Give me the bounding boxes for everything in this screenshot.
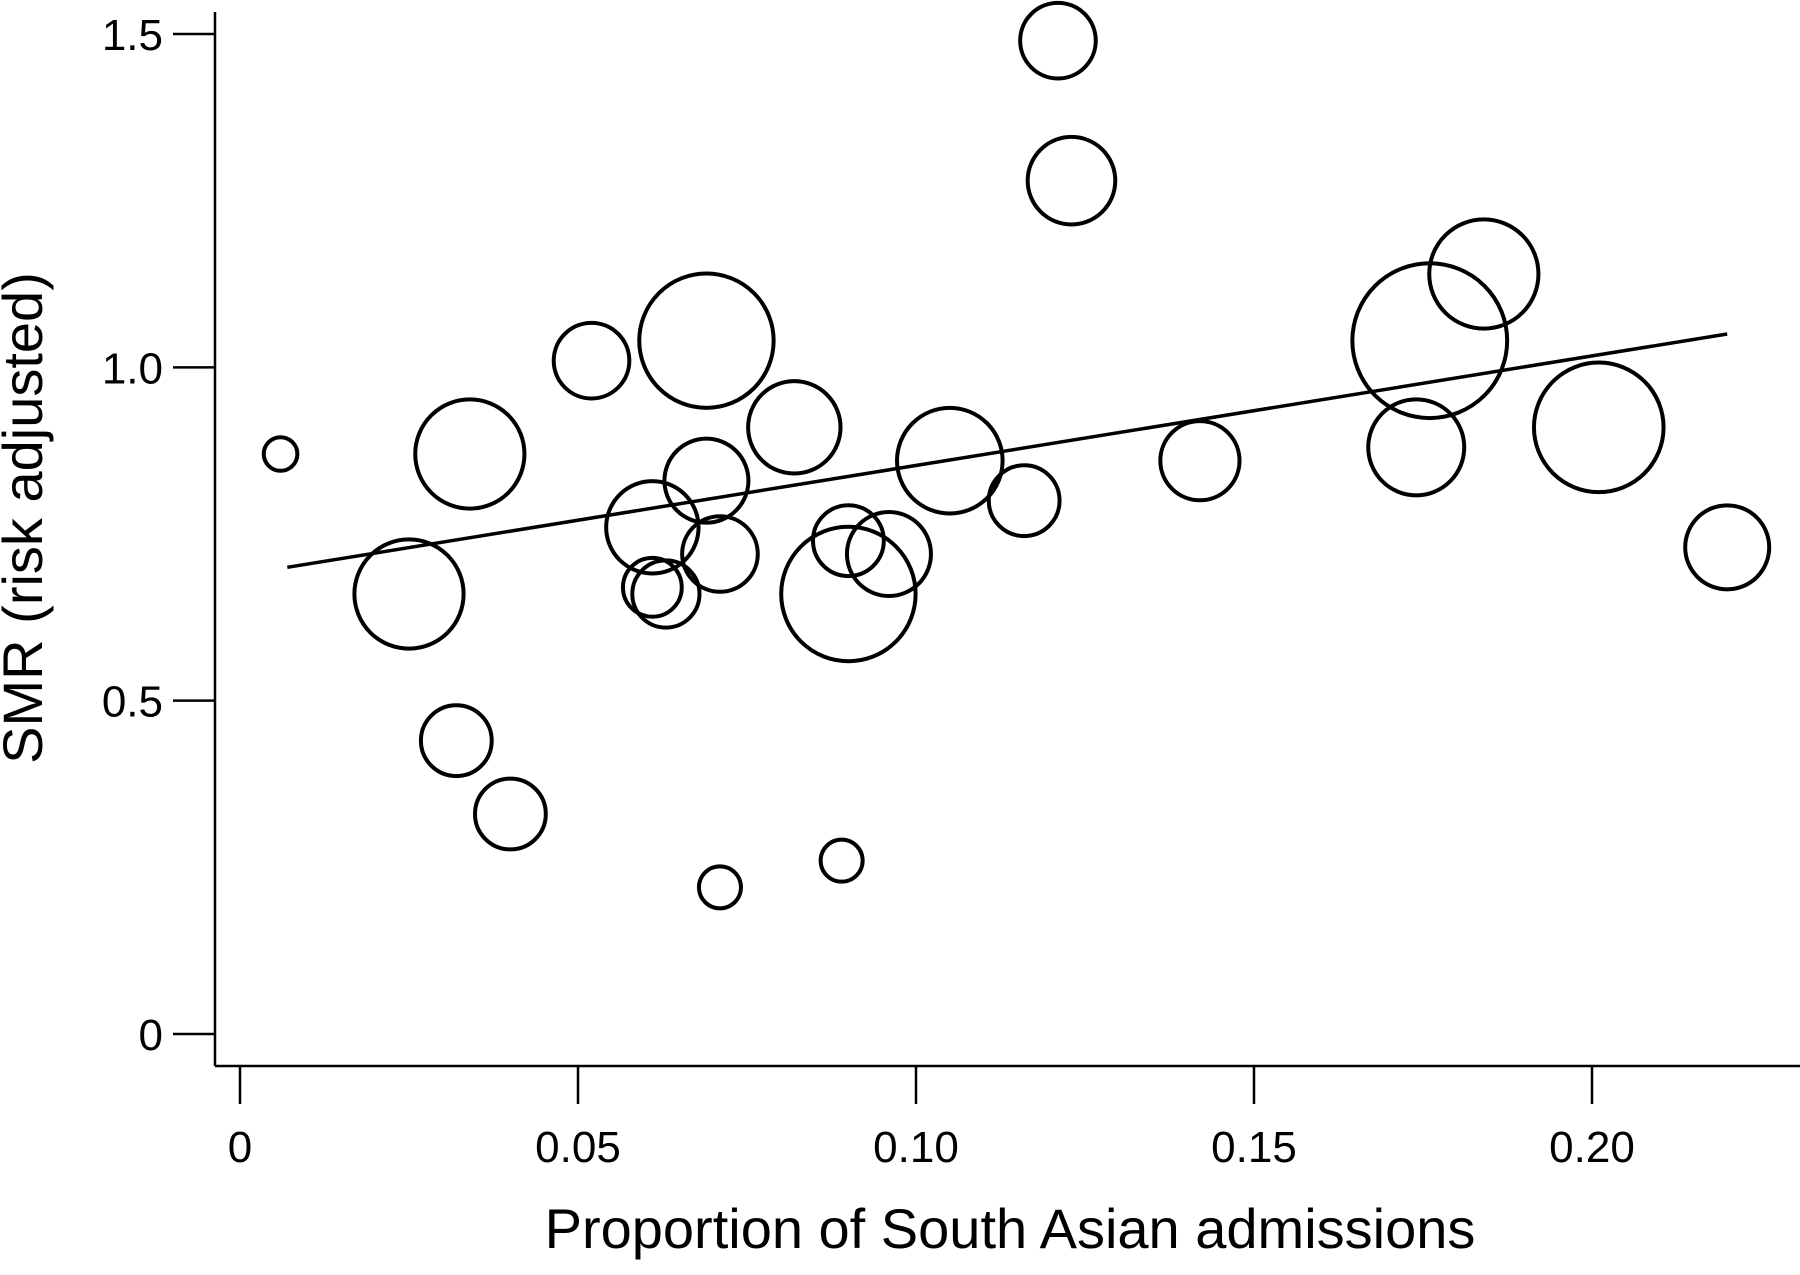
bubble-point-15 bbox=[779, 524, 918, 664]
bubble-point-21 bbox=[1025, 134, 1118, 227]
bubble-point-2 bbox=[418, 703, 494, 779]
x-ticks: 0 0.05 0.10 0.15 0.20 bbox=[228, 1066, 1635, 1172]
bubble-point-19 bbox=[986, 463, 1062, 539]
bubble-point-10 bbox=[662, 436, 751, 525]
bubble-point-26 bbox=[1531, 360, 1666, 495]
y-tick-label-2: 1.0 bbox=[102, 344, 163, 393]
bubble-point-5 bbox=[551, 320, 632, 401]
trend-line bbox=[287, 332, 1728, 570]
bubble-point-8 bbox=[630, 558, 702, 630]
bubble-point-18 bbox=[895, 405, 1005, 516]
y-tick-label-3: 1.5 bbox=[102, 11, 163, 60]
bubble-point-25 bbox=[1427, 217, 1541, 331]
bubble-point-12 bbox=[696, 864, 743, 911]
y-axis-title: SMR (risk adjusted) bbox=[0, 272, 54, 764]
y-tick-label-0: 0 bbox=[139, 1011, 163, 1060]
x-tick-label-2: 0.10 bbox=[873, 1123, 959, 1172]
bubble-point-22 bbox=[1158, 419, 1242, 503]
bubble-point-1 bbox=[352, 537, 466, 651]
bubble-point-20 bbox=[1018, 0, 1098, 81]
bubble-point-3 bbox=[413, 397, 527, 511]
x-axis-title: Proportion of South Asian admissions bbox=[545, 1197, 1476, 1260]
bubble-point-14 bbox=[818, 837, 865, 884]
y-tick-label-1: 0.5 bbox=[102, 678, 163, 727]
y-ticks: 0 0.5 1.0 1.5 bbox=[102, 11, 215, 1060]
bubble-point-6 bbox=[604, 479, 701, 576]
bubbles bbox=[261, 0, 1772, 911]
x-tick-label-0: 0 bbox=[228, 1123, 252, 1172]
bubble-point-16 bbox=[811, 503, 886, 579]
bubble-point-4 bbox=[473, 776, 548, 852]
bubble-point-11 bbox=[680, 514, 760, 594]
x-tick-label-3: 0.15 bbox=[1211, 1123, 1297, 1172]
bubble-point-0 bbox=[261, 435, 300, 473]
bubble-point-7 bbox=[620, 555, 684, 619]
x-tick-label-4: 0.20 bbox=[1549, 1123, 1635, 1172]
bubble-point-17 bbox=[844, 509, 933, 598]
bubble-point-9 bbox=[637, 271, 776, 410]
bubble-point-13 bbox=[746, 379, 843, 476]
bubble-point-23 bbox=[1366, 397, 1467, 498]
axes bbox=[213, 12, 1800, 1068]
bubble-point-27 bbox=[1683, 503, 1772, 592]
x-tick-label-1: 0.05 bbox=[535, 1123, 621, 1172]
